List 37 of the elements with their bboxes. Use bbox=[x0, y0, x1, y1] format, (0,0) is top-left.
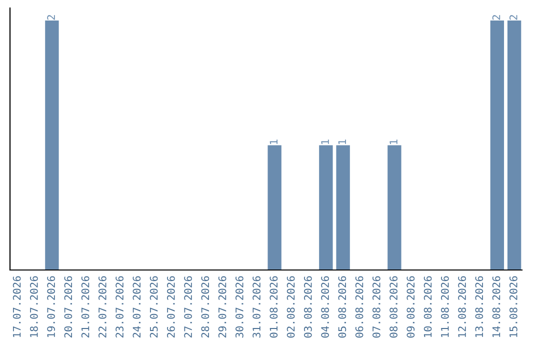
x-tick-label: 17.07.2026 bbox=[12, 276, 21, 338]
x-tick-label: 03.08.2026 bbox=[304, 276, 312, 338]
x-tick-label: 30.07.2026 bbox=[235, 276, 244, 338]
x-tick-label: 15.08.2026 bbox=[509, 276, 518, 338]
x-tick-label: 28.07.2026 bbox=[201, 276, 210, 338]
x-tick-label: 20.07.2026 bbox=[64, 276, 72, 338]
x-tick-label: 08.08.2026 bbox=[390, 276, 398, 338]
data-label: 1 bbox=[270, 140, 278, 144]
x-tick-label: 18.07.2026 bbox=[30, 276, 38, 338]
x-tick-label: 04.08.2026 bbox=[321, 276, 329, 338]
x-tick-label: 21.07.2026 bbox=[81, 276, 90, 338]
x-tick-label: 26.07.2026 bbox=[166, 276, 175, 338]
x-tick-label: 07.08.2026 bbox=[372, 276, 380, 338]
data-label: 2 bbox=[509, 15, 518, 20]
x-tick-label: 09.08.2026 bbox=[406, 276, 415, 338]
x-tick-label: 27.07.2026 bbox=[184, 276, 192, 338]
x-tick-label: 05.08.2026 bbox=[338, 276, 346, 338]
x-tick-label: 14.08.2026 bbox=[492, 276, 500, 338]
x-tick-label: 02.08.2026 bbox=[286, 276, 295, 338]
x-tick-label: 19.07.2026 bbox=[47, 276, 56, 338]
x-tick-label: 13.08.2026 bbox=[475, 276, 484, 338]
x-tick-label: 23.07.2026 bbox=[116, 276, 124, 338]
x-tick-label: 10.08.2026 bbox=[424, 276, 432, 338]
x-tick-label: 29.07.2026 bbox=[218, 276, 226, 338]
data-label: 1 bbox=[338, 140, 346, 144]
data-label: 2 bbox=[47, 15, 55, 20]
data-label: 1 bbox=[390, 140, 398, 144]
data-label: 1 bbox=[321, 140, 329, 144]
x-tick-label: 24.07.2026 bbox=[132, 276, 141, 338]
x-tick-label: 22.07.2026 bbox=[98, 276, 106, 338]
x-tick-label: 31.07.2026 bbox=[252, 276, 260, 338]
x-tick-label: 01.08.2026 bbox=[270, 276, 278, 338]
x-tick-label: 06.08.2026 bbox=[355, 276, 364, 338]
x-tick-label: 12.08.2026 bbox=[458, 276, 466, 338]
x-tick-label: 11.08.2026 bbox=[440, 276, 449, 338]
data-label: 2 bbox=[492, 15, 500, 20]
x-tick-label: 25.07.2026 bbox=[150, 276, 158, 338]
